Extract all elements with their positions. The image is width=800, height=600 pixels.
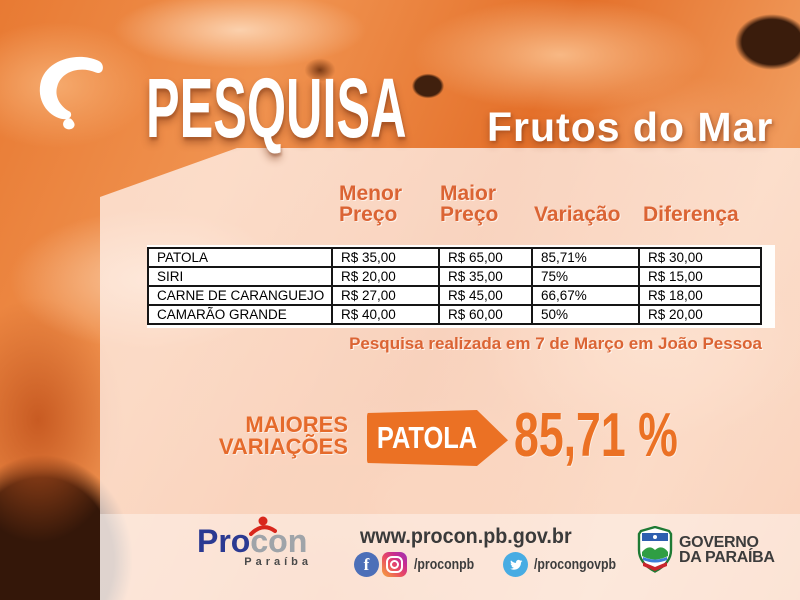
cell-diferenca: R$ 15,00 <box>638 266 762 287</box>
paraiba-crest-icon <box>637 526 673 573</box>
price-table: PATOLA R$ 35,00 R$ 65,00 85,71% R$ 30,00… <box>147 247 762 325</box>
table-row: CARNE DE CARANGUEJO R$ 27,00 R$ 45,00 66… <box>147 285 762 306</box>
cell-item: PATOLA <box>147 247 333 268</box>
cell-menor: R$ 20,00 <box>331 266 440 287</box>
procon-region-label: Paraíba <box>244 556 312 568</box>
table-row: CAMARÃO GRANDE R$ 40,00 R$ 60,00 50% R$ … <box>147 304 762 325</box>
column-header-maior-preco: Maior Preço <box>440 182 499 226</box>
cell-variacao: 50% <box>531 304 640 325</box>
cell-menor: R$ 35,00 <box>331 247 440 268</box>
highlight-item-name: PATOLA <box>376 420 478 455</box>
website-url: www.procon.pb.gov.br <box>360 525 572 548</box>
page-subtitle: Frutos do Mar <box>487 104 774 150</box>
column-header-menor-preco: Menor Preço <box>339 182 402 226</box>
cell-variacao: 75% <box>531 266 640 287</box>
cell-menor: R$ 27,00 <box>331 285 440 306</box>
column-header-diferenca: Diferença <box>643 203 739 226</box>
cell-maior: R$ 65,00 <box>438 247 533 268</box>
table-row: SIRI R$ 20,00 R$ 35,00 75% R$ 15,00 <box>147 266 762 287</box>
highlight-label: MAIORES VARIAÇÕES <box>218 412 348 459</box>
cell-variacao: 66,67% <box>531 285 640 306</box>
cell-maior: R$ 45,00 <box>438 285 533 306</box>
cell-item: CAMARÃO GRANDE <box>147 304 333 325</box>
cell-item: CARNE DE CARANGUEJO <box>147 285 333 306</box>
twitter-handle: /procongovpb <box>534 556 617 573</box>
facebook-icon: f <box>354 552 379 577</box>
cell-menor: R$ 40,00 <box>331 304 440 325</box>
social-row: f /proconpb /procongovpb <box>354 551 634 578</box>
procon-wordmark: Procon <box>197 516 312 558</box>
page-title: PESQUISA <box>146 61 407 155</box>
footer-band <box>100 514 800 600</box>
governo-paraiba-text: GOVERNO DA PARAÍBA <box>679 533 775 566</box>
table-row: PATOLA R$ 35,00 R$ 65,00 85,71% R$ 30,00 <box>147 247 762 268</box>
column-header-variacao: Variação <box>534 203 621 226</box>
facebook-instagram-handle: /proconpb <box>414 556 475 573</box>
twitter-icon <box>503 552 529 577</box>
cell-diferenca: R$ 30,00 <box>638 247 762 268</box>
governo-paraiba-logo: GOVERNO DA PARAÍBA <box>636 526 775 573</box>
cell-maior: R$ 35,00 <box>438 266 533 287</box>
procon-logo: Procon Paraíba <box>197 516 312 568</box>
procon-person-icon <box>249 516 277 536</box>
cell-diferenca: R$ 18,00 <box>638 285 762 306</box>
highlight-percentage: 85,71 % <box>514 401 678 470</box>
survey-caption: Pesquisa realizada em 7 de Março em João… <box>349 334 762 353</box>
cell-item: SIRI <box>147 266 333 287</box>
cell-variacao: 85,71% <box>531 247 640 268</box>
cell-maior: R$ 60,00 <box>438 304 533 325</box>
highlight-item-badge: PATOLA <box>367 410 508 466</box>
cell-diferenca: R$ 20,00 <box>638 304 762 325</box>
procon-shrimp-logo-icon <box>39 56 103 130</box>
instagram-icon <box>382 552 407 577</box>
